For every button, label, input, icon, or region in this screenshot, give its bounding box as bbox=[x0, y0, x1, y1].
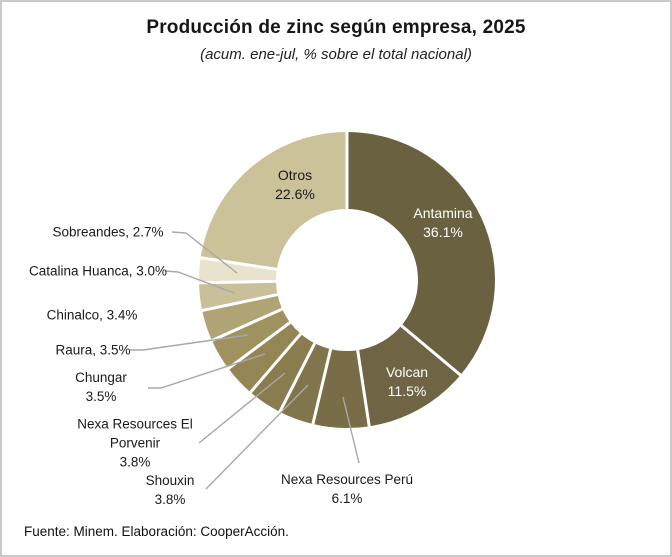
slice-label-otros: Otros 22.6% bbox=[275, 167, 315, 202]
pie-slice-shouxin bbox=[279, 343, 331, 425]
slice-gap bbox=[311, 346, 333, 426]
slice-gap bbox=[355, 347, 371, 429]
slice-label-antamina: Antamina 36.1% bbox=[413, 205, 473, 240]
leader-line-chungar bbox=[148, 353, 266, 389]
pie-slice-chinalco bbox=[202, 294, 283, 341]
leader-line-sobreandes bbox=[171, 231, 238, 274]
leader-line-nexa-resources-el-porvenir bbox=[198, 372, 286, 444]
slice-label-catalina-huanca: Catalina Huanca, 3.0% bbox=[28, 263, 168, 279]
pie-slice-otros bbox=[200, 132, 347, 270]
slice-label-raura: Raura, 3.5% bbox=[55, 342, 131, 358]
pie-slice-antamina bbox=[347, 132, 495, 376]
slice-gap bbox=[248, 331, 304, 395]
slice-label-nexa-resources-el-porvenir: Nexa Resources El Porvenir 3.8% bbox=[77, 416, 193, 470]
pie-slice-catalina-huanca bbox=[199, 281, 278, 311]
slice-gap bbox=[197, 279, 279, 285]
slice-gap bbox=[200, 292, 280, 313]
pie-slice-sobreandes bbox=[199, 257, 277, 283]
slice-gap bbox=[277, 340, 318, 414]
source-note: Fuente: Minem. Elaboración: CooperAcción… bbox=[24, 524, 289, 539]
leader-line-nexa-resources-peru bbox=[342, 396, 360, 464]
leader-line-shouxin bbox=[205, 384, 309, 490]
leader-line-catalina-huanca bbox=[164, 270, 235, 294]
slice-label-volcan: Volcan 11.5% bbox=[385, 364, 429, 399]
chart-subtitle: (acum. ene-jul, % sobre el total naciona… bbox=[200, 46, 472, 63]
slice-gap bbox=[198, 256, 280, 272]
slice-label-shouxin: Shouxin 3.8% bbox=[145, 473, 195, 507]
chart-title: Producción de zinc según empresa, 2025 bbox=[146, 17, 526, 38]
slice-gap bbox=[226, 320, 293, 371]
slice-gap bbox=[209, 306, 285, 343]
leader-line-raura bbox=[130, 334, 249, 351]
pie-slice-chungar bbox=[228, 322, 301, 393]
slice-label-nexa-resources-peru: Nexa Resources Perú 6.1% bbox=[280, 472, 414, 506]
pie-slice-nexa-resources-el-porvenir bbox=[250, 333, 315, 412]
slice-label-chungar: Chungar 3.5% bbox=[75, 370, 127, 404]
slice-label-chinalco: Chinalco, 3.4% bbox=[46, 307, 138, 323]
slice-label-sobreandes: Sobreandes, 2.7% bbox=[52, 224, 164, 240]
pie-slice-raura bbox=[211, 309, 291, 369]
slice-gap bbox=[398, 323, 463, 378]
pie-slice-volcan bbox=[357, 325, 461, 427]
